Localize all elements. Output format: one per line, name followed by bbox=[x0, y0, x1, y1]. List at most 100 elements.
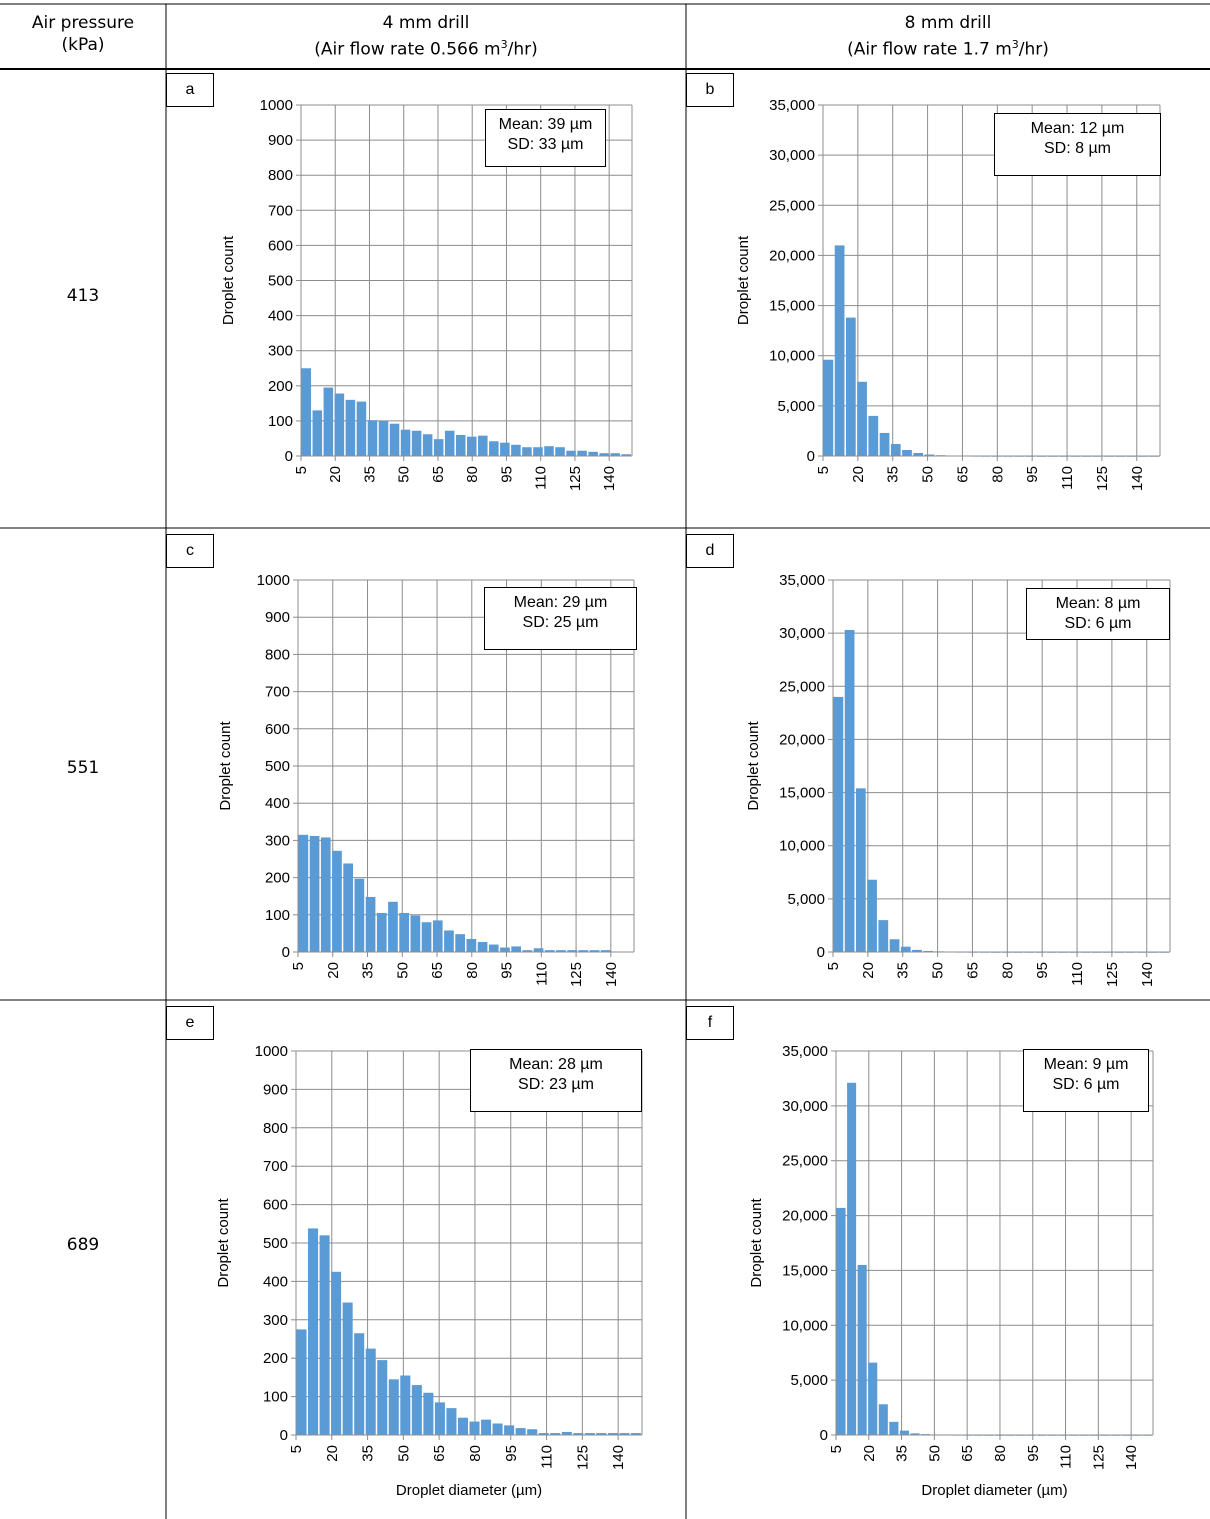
histogram-bar bbox=[621, 454, 631, 456]
histogram-bar bbox=[868, 415, 879, 456]
histogram-bar bbox=[332, 850, 342, 952]
x-tick-label: 125 bbox=[1094, 466, 1111, 491]
stats-sd: SD: 8 µm bbox=[1043, 140, 1111, 157]
x-tick-label: 125 bbox=[1104, 962, 1121, 987]
histogram-bar bbox=[515, 1428, 526, 1435]
x-tick-label: 50 bbox=[396, 466, 413, 483]
histogram-bar bbox=[619, 1433, 630, 1435]
histogram-bar bbox=[377, 1360, 388, 1435]
x-tick-label: 140 bbox=[1129, 466, 1146, 491]
y-tick-label: 5,000 bbox=[777, 398, 815, 415]
histogram-bar bbox=[544, 446, 554, 456]
histogram-bar bbox=[533, 447, 543, 456]
panel-tag-e: e bbox=[166, 1006, 214, 1040]
histogram-bar bbox=[400, 1375, 411, 1435]
histogram-bar bbox=[857, 381, 867, 456]
x-tick-label: 140 bbox=[601, 466, 618, 491]
histogram-bar bbox=[446, 1408, 457, 1435]
x-tick-label: 65 bbox=[964, 962, 981, 979]
y-tick-label: 700 bbox=[268, 202, 293, 219]
x-tick-label: 65 bbox=[431, 1445, 448, 1462]
y-tick-label: 5,000 bbox=[790, 1372, 828, 1389]
histogram-bar bbox=[868, 1362, 878, 1435]
x-tick-label: 20 bbox=[325, 962, 342, 979]
histogram-bar bbox=[457, 1417, 468, 1435]
x-tick-label: 110 bbox=[1069, 962, 1086, 986]
histogram-bar bbox=[555, 447, 565, 456]
panel-tag-c: c bbox=[166, 534, 214, 568]
histogram-bar bbox=[388, 901, 398, 952]
y-tick-label: 500 bbox=[265, 758, 290, 775]
x-tick-label: 125 bbox=[1090, 1445, 1107, 1470]
y-tick-label: 10,000 bbox=[782, 1317, 828, 1334]
histogram-bar bbox=[504, 1425, 515, 1435]
histogram-bar bbox=[878, 1404, 888, 1435]
histogram-bar bbox=[923, 950, 934, 952]
histogram-d: 0 5,000 10,000 15,000 20,000 25,000 30,000 35,0… bbox=[745, 572, 1171, 987]
histogram-bar bbox=[354, 878, 365, 952]
x-tick-label: 50 bbox=[930, 962, 947, 979]
header-4mm-drill: 4 mm drill (Air flow rate 0.566 m3/hr) bbox=[166, 12, 686, 61]
histogram-a: 0 100 200 300 400 500 600 700 800 900 1000 5 20 35 50 6… bbox=[220, 97, 633, 491]
histogram-bar bbox=[345, 399, 356, 456]
x-tick-label: 35 bbox=[894, 1445, 911, 1462]
histogram-bar bbox=[924, 454, 935, 456]
histogram-bar bbox=[365, 1348, 376, 1435]
histogram-bar bbox=[899, 1430, 909, 1435]
x-tick-label: 110 bbox=[1058, 1445, 1075, 1469]
histogram-bar bbox=[890, 443, 901, 456]
histogram-bar bbox=[584, 1433, 595, 1435]
y-tick-label: 200 bbox=[263, 1350, 288, 1367]
histogram-bar bbox=[912, 949, 922, 952]
histogram-bar bbox=[561, 1431, 572, 1435]
x-tick-label: 5 bbox=[825, 962, 842, 970]
histogram-f: 0 5,000 10,000 15,000 20,000 25,000 30,000 35,0… bbox=[748, 1043, 1154, 1499]
histogram-bar bbox=[411, 1385, 422, 1435]
histogram-bar bbox=[444, 430, 455, 456]
histogram-bar bbox=[889, 939, 900, 952]
y-tick-label: 900 bbox=[265, 609, 290, 626]
histogram-bar bbox=[298, 834, 309, 952]
x-tick-label: 5 bbox=[828, 1445, 845, 1453]
stats-box-a: Mean: 39 µm SD: 33 µm bbox=[485, 109, 606, 167]
y-tick-label: 0 bbox=[820, 1427, 828, 1444]
histogram-bar bbox=[376, 912, 387, 952]
y-tick-label: 400 bbox=[263, 1273, 288, 1290]
histogram-bar bbox=[466, 938, 477, 952]
y-tick-label: 35,000 bbox=[782, 1043, 828, 1060]
histogram-bar bbox=[481, 1419, 492, 1435]
y-tick-label: 1000 bbox=[260, 97, 293, 114]
histogram-bar bbox=[567, 950, 577, 952]
x-tick-label: 65 bbox=[429, 962, 446, 979]
histogram-bar bbox=[538, 1433, 549, 1435]
y-tick-label: 35,000 bbox=[769, 97, 815, 114]
y-tick-label: 1000 bbox=[257, 572, 290, 589]
chart-panel-b: b 0 5,000 10,000 15,000 20,000 25,000 30,000 35,… bbox=[686, 69, 1210, 528]
y-axis-label: Droplet count bbox=[217, 721, 234, 811]
y-tick-label: 200 bbox=[268, 378, 293, 395]
histogram-bar bbox=[556, 950, 566, 952]
x-tick-label: 80 bbox=[467, 1445, 484, 1462]
x-tick-label: 125 bbox=[574, 1445, 591, 1470]
histogram-bar bbox=[845, 317, 856, 456]
y-tick-label: 200 bbox=[265, 870, 290, 887]
stats-box-d: Mean: 8 µm SD: 6 µm bbox=[1026, 588, 1170, 640]
histogram-bar bbox=[588, 451, 598, 456]
x-tick-label: 20 bbox=[861, 1445, 878, 1462]
histogram-bar bbox=[389, 423, 400, 456]
histogram-bar bbox=[342, 1302, 353, 1435]
stats-box-c: Mean: 29 µm SD: 25 µm bbox=[484, 587, 637, 650]
stats-box-b: Mean: 12 µm SD: 8 µm bbox=[994, 113, 1161, 176]
y-tick-label: 100 bbox=[265, 907, 290, 924]
histogram-bar bbox=[467, 436, 477, 456]
histogram-bar bbox=[444, 930, 454, 952]
x-tick-label: 80 bbox=[989, 466, 1006, 483]
y-tick-label: 25,000 bbox=[779, 678, 825, 695]
histogram-bar bbox=[836, 1207, 846, 1435]
x-tick-label: 140 bbox=[610, 1445, 627, 1470]
y-tick-label: 20,000 bbox=[779, 731, 825, 748]
histogram-bar bbox=[400, 429, 411, 456]
header-air-pressure-line1: Air pressure bbox=[31, 13, 135, 33]
histogram-bar bbox=[566, 450, 576, 456]
